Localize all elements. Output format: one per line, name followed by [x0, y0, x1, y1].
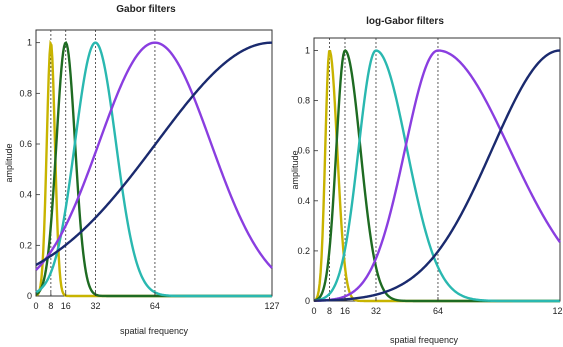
filter-curve-peak-127 — [313, 49, 561, 302]
x-tick-label: 8 — [48, 301, 53, 311]
y-tick-label: 0.8 — [297, 96, 310, 106]
x-tick-label: 64 — [150, 301, 160, 311]
filter-curve-peak-64 — [35, 41, 273, 271]
plot-marks — [313, 38, 561, 303]
plot-marks — [35, 30, 273, 298]
x-tick-label: 8 — [327, 306, 332, 316]
y-tick-label: 0.6 — [19, 139, 32, 149]
log-gabor-chart: log-Gabor filters 0 8 16 32 64 127 0 0.2 0.4 0.6… — [290, 16, 563, 345]
x-tick-label: 16 — [61, 301, 71, 311]
y-axis-label: amplitude — [4, 143, 14, 182]
x-axis-ticks: 0 8 16 32 64 127 — [311, 297, 563, 316]
plot-area — [313, 37, 561, 302]
filter-curve-peak-32 — [313, 49, 560, 303]
x-tick-label: 0 — [311, 306, 316, 316]
filter-curve-peak-64 — [313, 49, 561, 302]
y-tick-label: 0.4 — [297, 196, 310, 206]
y-tick-label: 0.2 — [19, 240, 32, 250]
x-axis-label: spatial frequency — [390, 335, 459, 345]
chart-title: Gabor filters — [116, 4, 176, 15]
y-tick-label: 0.8 — [19, 88, 32, 98]
x-axis-label: spatial frequency — [120, 326, 189, 336]
x-tick-label: 0 — [33, 301, 38, 311]
chart-title: log-Gabor filters — [366, 16, 444, 27]
gabor-chart: Gabor filters 0 8 16 32 64 127 00.20.40.60.81… — [4, 4, 280, 336]
filter-curve-peak-32 — [35, 41, 272, 298]
y-tick-label: 0 — [305, 296, 310, 306]
x-tick-label: 127 — [552, 306, 563, 316]
filter-curve-peak-127 — [35, 41, 272, 266]
y-tick-label: 0.4 — [19, 190, 32, 200]
x-tick-label: 32 — [371, 306, 381, 316]
y-axis-ticks: 0 0.2 0.4 0.6 0.8 1 — [297, 46, 318, 306]
x-tick-label: 64 — [433, 306, 443, 316]
y-tick-label: 0.6 — [297, 146, 310, 156]
y-axis-ticks: 0 0.2 0.4 0.6 0.8 1 — [19, 38, 40, 301]
y-tick-label: 1 — [305, 46, 310, 56]
y-tick-label: 0.2 — [297, 246, 310, 256]
x-tick-label: 127 — [264, 301, 279, 311]
x-tick-label: 32 — [90, 301, 100, 311]
y-axis-label: amplitude — [290, 150, 300, 189]
y-tick-label: 1 — [27, 38, 32, 48]
y-tick-label: 0 — [27, 291, 32, 301]
x-tick-label: 16 — [340, 306, 350, 316]
